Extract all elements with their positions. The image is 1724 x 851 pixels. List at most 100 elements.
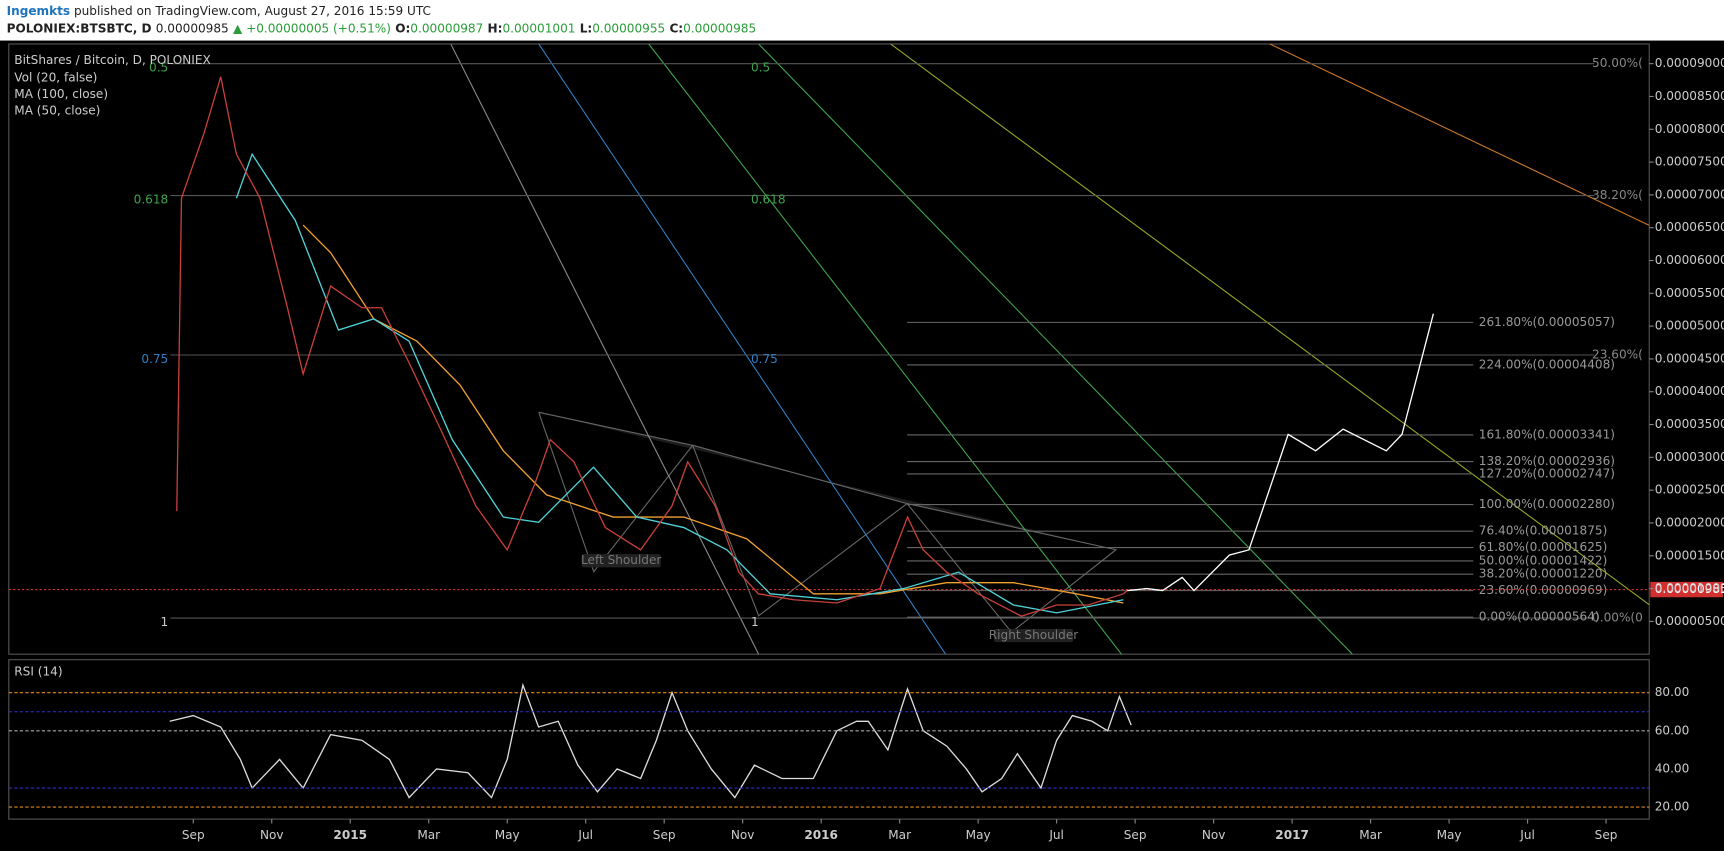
x-tick-label: 2017 xyxy=(1275,828,1309,842)
x-tick-label: Sep xyxy=(1124,828,1147,842)
fan-label: 1 xyxy=(751,615,759,629)
retracement-label: 23.60%( xyxy=(1592,347,1643,361)
retracement-label: 0.00%(0 xyxy=(1592,611,1643,625)
x-tick-label: Jul xyxy=(1048,828,1064,842)
change: ▲ +0.00000005 (+0.51%) xyxy=(233,21,391,35)
y-tick-label: 0.00008000 xyxy=(1655,122,1724,136)
y-tick-label: 0.00009000 xyxy=(1655,56,1724,70)
fib-label: 100.00%(0.00002280) xyxy=(1479,497,1615,511)
fib-label: 261.80%(0.00005057) xyxy=(1479,315,1615,329)
close: 0.00000985 xyxy=(683,21,756,35)
fan-line xyxy=(890,43,1650,606)
y-tick-label: 0.00002000 xyxy=(1655,515,1724,529)
legend-entry: MA (100, close) xyxy=(14,87,108,101)
fib-label: 127.20%(0.00002747) xyxy=(1479,466,1615,480)
y-tick-label: 0.00005000 xyxy=(1655,319,1724,333)
chart-bg xyxy=(0,40,1724,851)
open: 0.00000987 xyxy=(410,21,483,35)
fan-label: 0.5 xyxy=(149,61,168,75)
y-tick-label: 0.00007000 xyxy=(1655,187,1724,201)
annotation-box xyxy=(581,554,661,568)
y-tick-label: 80.00 xyxy=(1655,685,1690,699)
fib-label: 23.60%(0.00000969) xyxy=(1479,583,1607,597)
x-tick-label: Sep xyxy=(1595,828,1618,842)
rsi-title: RSI (14) xyxy=(14,664,62,678)
author: Ingemkts xyxy=(7,3,71,17)
fib-label: 138.20%(0.00002936) xyxy=(1479,454,1615,468)
fan-label: 0.75 xyxy=(141,352,168,366)
symbol: POLONIEX:BTSBTC, D xyxy=(7,21,152,35)
y-tick-label: 0.00005500 xyxy=(1655,286,1724,300)
pattern-shade xyxy=(538,412,1116,550)
fan-line xyxy=(758,43,1353,655)
y-tick-label: 0.00001000 xyxy=(1655,581,1724,595)
header-bar xyxy=(0,0,1724,41)
y-tick-label: 0.00004000 xyxy=(1655,384,1724,398)
y-tick-label: 0.00006500 xyxy=(1655,220,1724,234)
x-tick-label: Nov xyxy=(731,828,755,842)
fib-label: 50.00%(0.00001422) xyxy=(1479,553,1607,567)
low: 0.00000955 xyxy=(592,21,665,35)
fan-label: 0.618 xyxy=(134,192,169,206)
fib-label: 224.00%(0.00004408) xyxy=(1479,357,1615,371)
x-tick-label: Nov xyxy=(1202,828,1226,842)
close-label: C: xyxy=(669,21,683,35)
x-tick-label: Jul xyxy=(1519,828,1535,842)
fan-label: 0.5 xyxy=(751,61,770,75)
annotation: Right Shoulder xyxy=(989,628,1078,642)
y-tick-label: 0.00003000 xyxy=(1655,450,1724,464)
y-tick-label: 20.00 xyxy=(1655,800,1690,814)
x-tick-label: 2015 xyxy=(333,828,367,842)
fib-label: 161.80%(0.00003341) xyxy=(1479,427,1615,441)
fan-line xyxy=(538,43,947,655)
last-price-label: 0.00000985 xyxy=(1655,582,1724,596)
symbol-line: POLONIEX:BTSBTC, D 0.00000985 ▲ +0.00000… xyxy=(7,21,757,35)
fan-label: 0.75 xyxy=(751,352,778,366)
main-pane xyxy=(8,43,1650,655)
published: published on TradingView.com, August 27,… xyxy=(74,3,431,17)
annotation: Left Shoulder xyxy=(581,553,661,567)
fan-line xyxy=(648,43,1122,655)
y-tick-label: 0.00003500 xyxy=(1655,417,1724,431)
y-tick-label: 0.00000500 xyxy=(1655,614,1724,628)
fib-label: 76.40%(0.00001875) xyxy=(1479,524,1607,538)
last-price-tag xyxy=(1650,581,1723,598)
series-line xyxy=(235,152,1124,614)
header-line: Ingemkts published on TradingView.com, A… xyxy=(7,3,431,17)
x-tick-label: Nov xyxy=(260,828,284,842)
fan-label: 1 xyxy=(161,615,169,629)
series-line xyxy=(176,76,1128,617)
high: 0.00001001 xyxy=(502,21,575,35)
x-tick-label: May xyxy=(495,828,520,842)
y-tick-label: 0.00007500 xyxy=(1655,155,1724,169)
fib-label: 38.20%(0.00001220) xyxy=(1479,567,1607,581)
chart-title: BitShares / Bitcoin, D, POLONIEX xyxy=(14,53,210,67)
high-label: H: xyxy=(488,21,503,35)
series-line xyxy=(1127,313,1435,592)
fib-label: 0.00%(0.00000564) xyxy=(1479,610,1600,624)
y-tick-label: 0.00006000 xyxy=(1655,253,1724,267)
last: 0.00000985 xyxy=(156,21,229,35)
fan-line xyxy=(450,43,760,655)
series-line xyxy=(302,224,1124,604)
rsi-pane xyxy=(8,659,1650,820)
x-tick-label: Mar xyxy=(888,828,911,842)
annotation-box xyxy=(993,628,1074,643)
fib-label: 61.80%(0.00001625) xyxy=(1479,540,1607,554)
x-tick-label: 2016 xyxy=(804,828,838,842)
low-label: L: xyxy=(580,21,593,35)
legend-entry: Vol (20, false) xyxy=(14,71,97,85)
x-tick-label: Sep xyxy=(653,828,676,842)
y-tick-label: 0.00004500 xyxy=(1655,351,1724,365)
legend-entry: MA (50, close) xyxy=(14,104,100,118)
fan-label: 0.618 xyxy=(751,192,786,206)
y-tick-label: 0.00001500 xyxy=(1655,548,1724,562)
x-tick-label: Mar xyxy=(417,828,440,842)
x-tick-label: Mar xyxy=(1359,828,1382,842)
y-tick-label: 0.00008500 xyxy=(1655,89,1724,103)
x-tick-label: Jul xyxy=(577,828,593,842)
retracement-label: 38.20%( xyxy=(1592,188,1643,202)
y-tick-label: 40.00 xyxy=(1655,761,1690,775)
